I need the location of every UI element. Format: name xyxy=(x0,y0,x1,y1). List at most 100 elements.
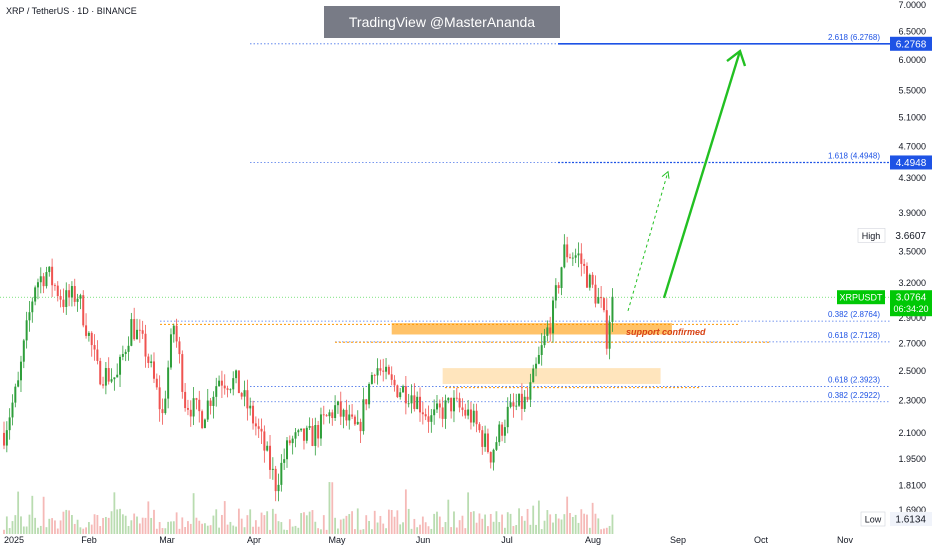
candle-body xyxy=(48,266,51,273)
volume-bar xyxy=(518,508,520,534)
volume-bar xyxy=(354,529,356,534)
candle-body xyxy=(305,427,308,441)
volume-bar xyxy=(45,527,48,534)
candle-body xyxy=(302,428,305,441)
volume-bar xyxy=(334,517,337,534)
volume-bar xyxy=(393,516,396,534)
volume-bar xyxy=(557,518,560,534)
candle-body xyxy=(362,399,365,432)
volume-bar xyxy=(288,519,291,534)
candle-body xyxy=(286,440,288,460)
volume-bar xyxy=(359,529,362,534)
volume-bar xyxy=(345,515,348,534)
candle-body xyxy=(585,265,588,288)
candle-body xyxy=(181,354,184,392)
volume-bar xyxy=(243,527,246,534)
volume-bar xyxy=(82,528,85,534)
candle-body xyxy=(348,414,351,421)
candle-body xyxy=(280,462,283,485)
candle-body xyxy=(444,400,447,419)
price-axis: 7.0000 6.5000 6.0000 5.5000 5.1000 4.7000 4.30… xyxy=(890,0,932,550)
candle-body xyxy=(34,287,37,302)
candle-body xyxy=(583,263,586,266)
candle-body xyxy=(591,274,594,285)
volume-bar xyxy=(223,501,226,534)
candle-body xyxy=(441,407,444,419)
fib-price-tag xyxy=(890,155,932,170)
volume-bar xyxy=(554,513,557,534)
volume-bar xyxy=(96,515,99,534)
volume-bar xyxy=(189,523,192,534)
candle-body xyxy=(317,425,320,439)
candle-body xyxy=(167,367,170,399)
support-annotation: support confirmed xyxy=(626,327,706,337)
volume-bar xyxy=(328,482,331,534)
volume-bar xyxy=(127,525,130,534)
candle-body xyxy=(549,327,552,334)
candle-body xyxy=(291,438,294,444)
candle-body xyxy=(130,319,133,346)
price-tick-label: 3.2000 xyxy=(898,278,926,288)
candle-body xyxy=(353,416,356,425)
volume-bar xyxy=(226,524,229,534)
candle-body xyxy=(51,266,54,286)
candle-body xyxy=(461,407,464,410)
volume-bar xyxy=(269,529,271,534)
volume-bar xyxy=(121,514,124,534)
candle-body xyxy=(314,425,317,446)
candle-body xyxy=(116,374,119,378)
volume-bar xyxy=(509,513,512,534)
candle-body xyxy=(390,374,393,380)
volume-bar xyxy=(478,513,481,534)
candle-body xyxy=(455,397,458,399)
candle-body xyxy=(452,397,455,412)
candle-body xyxy=(396,385,399,398)
candle-body xyxy=(489,452,492,463)
volume-bar xyxy=(407,508,410,534)
volume-bar xyxy=(113,492,116,534)
candle-body xyxy=(588,274,591,288)
volume-bar xyxy=(130,520,133,534)
volume-bar xyxy=(342,518,345,534)
candle-body xyxy=(351,414,354,417)
fib-price-tag xyxy=(890,36,932,51)
candle-body xyxy=(220,380,223,386)
current-price-value: 3.0764 xyxy=(896,293,927,304)
candle-body xyxy=(438,403,441,408)
volume-bar xyxy=(198,520,201,534)
volume-bar xyxy=(181,517,184,534)
volume-bar xyxy=(433,513,436,534)
time-tick-label: Jul xyxy=(501,535,513,545)
candle-body xyxy=(218,380,221,387)
volume-bar xyxy=(104,516,107,534)
candle-body xyxy=(478,424,481,431)
candle-body xyxy=(107,368,110,382)
volume-bar xyxy=(424,522,427,534)
time-tick-label: Aug xyxy=(585,535,601,545)
candle-body xyxy=(427,416,430,422)
candle-body xyxy=(206,400,209,420)
volume-bar xyxy=(158,522,161,534)
candle-body xyxy=(70,286,73,298)
volume-bar xyxy=(155,528,158,534)
candle-body xyxy=(404,386,407,404)
candle-body xyxy=(571,257,574,259)
volume-bar xyxy=(286,529,288,534)
candle-body xyxy=(79,295,82,299)
candle-body xyxy=(518,393,521,406)
candle-body xyxy=(506,406,509,428)
volume-bar xyxy=(71,514,73,534)
volume-bar xyxy=(512,525,515,534)
candle-body xyxy=(515,405,518,407)
candle-body xyxy=(263,431,266,451)
volume-bar xyxy=(571,516,574,534)
volume-bar xyxy=(184,527,187,534)
volume-bar xyxy=(17,491,20,534)
volume-bar xyxy=(351,511,353,534)
volume-bar xyxy=(376,522,379,534)
candle-body xyxy=(450,397,453,412)
candle-body xyxy=(410,395,413,404)
candle-body xyxy=(339,401,342,417)
